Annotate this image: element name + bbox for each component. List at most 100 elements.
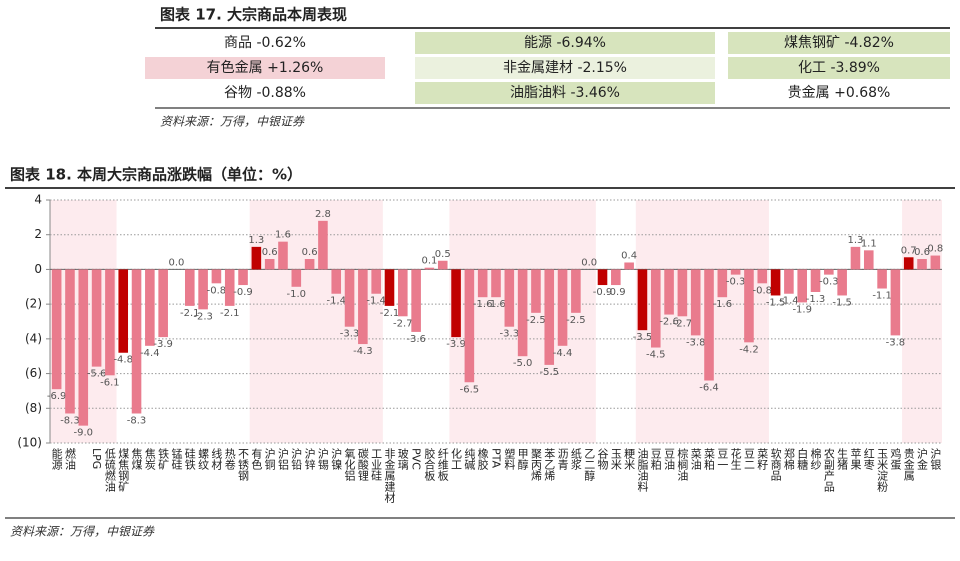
value-label: -2.1 xyxy=(180,308,200,319)
x-tick-label: 玉米淀粉 xyxy=(876,448,889,492)
x-tick-label: 菜粕 xyxy=(703,448,716,470)
value-label: -3.6 xyxy=(406,334,426,345)
value-label: 0.1 xyxy=(421,256,437,267)
value-label: -1.9 xyxy=(792,304,812,315)
bar xyxy=(704,269,714,381)
bar xyxy=(757,269,768,284)
x-tick-label: 沪锌 xyxy=(303,447,316,470)
y-tick-label: 2 xyxy=(34,227,42,241)
bar xyxy=(318,220,328,270)
bar xyxy=(65,269,75,414)
value-label: -3.9 xyxy=(153,339,173,350)
value-label: -3.8 xyxy=(886,337,906,348)
y-tick-label: (2) xyxy=(25,297,42,311)
y-tick-label: (10) xyxy=(17,436,42,450)
bar xyxy=(158,269,168,338)
x-tick-label: 玻璃 xyxy=(396,448,409,471)
value-label: -4.2 xyxy=(739,344,759,355)
value-label: -0.9 xyxy=(593,287,613,298)
value-label: -2.5 xyxy=(526,315,546,326)
bar xyxy=(398,269,408,317)
x-tick-label: 螺纹 xyxy=(197,448,210,470)
bar xyxy=(51,269,62,390)
value-label: 0.0 xyxy=(169,257,185,268)
value-label: 1.6 xyxy=(275,230,291,241)
x-tick-label: 豆一 xyxy=(716,448,729,470)
x-tick-label: 橡胶 xyxy=(476,448,489,471)
x-tick-label: 焦煤 xyxy=(130,448,143,471)
x-tick-label: 胶合板 xyxy=(423,447,436,482)
x-tick-label: 沥青 xyxy=(556,448,569,471)
bar xyxy=(677,269,688,317)
value-label: -1.4 xyxy=(326,296,346,307)
x-tick-label: 有色 xyxy=(250,447,263,470)
value-label: -1.6 xyxy=(473,299,493,310)
value-label: 0.7 xyxy=(901,245,917,256)
bar xyxy=(717,269,728,298)
x-tick-label: 纯碱 xyxy=(463,448,476,471)
value-label: -4.5 xyxy=(646,350,666,361)
cell-bg xyxy=(415,82,715,104)
value-label: -3.9 xyxy=(446,339,466,350)
bar xyxy=(251,246,262,270)
value-label: 0.6 xyxy=(914,247,930,258)
value-label: -0.3 xyxy=(819,277,839,288)
x-tick-label: 豆二 xyxy=(742,448,755,470)
value-label: 0.6 xyxy=(262,247,278,258)
table: 商品 -0.62% 能源 -6.94% 煤焦钢矿 -4.82% 有色金属 +1.26%… xyxy=(207,35,894,101)
source-note: 资料来源：万得，中银证券 xyxy=(10,525,155,539)
bar xyxy=(877,269,887,289)
bar xyxy=(437,260,448,270)
table-cell: 谷物 -0.88% xyxy=(224,85,306,101)
x-tick-label: 热卷 xyxy=(223,448,236,470)
bar xyxy=(824,269,834,275)
cell-bg xyxy=(415,32,715,54)
value-label: -2.7 xyxy=(673,318,693,329)
x-tick-label: 甲醇 xyxy=(516,448,529,470)
value-label: -6.4 xyxy=(699,383,719,394)
value-label: -5.0 xyxy=(513,358,533,369)
x-tick-label: PTA xyxy=(490,448,503,468)
value-label: 1.3 xyxy=(248,235,264,246)
value-label: 0.6 xyxy=(302,247,318,258)
value-label: -8.3 xyxy=(60,415,80,426)
bar xyxy=(464,269,475,383)
value-label: -4.4 xyxy=(553,348,573,359)
bar xyxy=(784,269,794,294)
x-tick-label: 煤焦钢矿 xyxy=(117,448,130,493)
x-tick-label: 豆粕 xyxy=(649,448,662,470)
value-label: -1.4 xyxy=(366,296,386,307)
y-tick-label: (4) xyxy=(25,331,42,345)
value-label: -5.6 xyxy=(87,369,107,380)
bar xyxy=(744,269,754,343)
bar xyxy=(344,269,355,327)
value-label: -6.9 xyxy=(47,391,67,402)
x-tick-label: 油脂油料 xyxy=(636,447,649,493)
value-label: -6.1 xyxy=(100,377,120,388)
x-tick-label: 纸浆 xyxy=(569,448,582,470)
value-label: 1.3 xyxy=(848,235,864,246)
cell-bg xyxy=(728,57,950,79)
bar xyxy=(837,269,847,296)
bar xyxy=(331,269,342,294)
x-tick-label: 粳米 xyxy=(623,447,636,471)
bar xyxy=(890,269,901,336)
cell-bg xyxy=(728,32,950,54)
bar xyxy=(184,269,195,306)
bar xyxy=(118,269,129,353)
x-tick-label: 焦炭 xyxy=(143,448,156,471)
x-tick-label: 锰硅 xyxy=(170,447,183,470)
cell-bg xyxy=(145,57,385,79)
value-label: -9.0 xyxy=(74,428,94,439)
x-tick-label: 氧化铝 xyxy=(343,447,356,481)
x-tick-label: 沪铜 xyxy=(263,447,276,471)
table-cell: 化工 -3.89% xyxy=(798,60,880,76)
group-band xyxy=(902,200,942,443)
x-tick-label: 能源 xyxy=(50,447,63,471)
x-tick-label: 豆油 xyxy=(663,448,676,470)
x-tick-label: 不锈钢 xyxy=(237,448,250,481)
x-tick-label: 沪金 xyxy=(916,447,929,470)
bar xyxy=(730,269,741,275)
bar xyxy=(384,269,395,306)
